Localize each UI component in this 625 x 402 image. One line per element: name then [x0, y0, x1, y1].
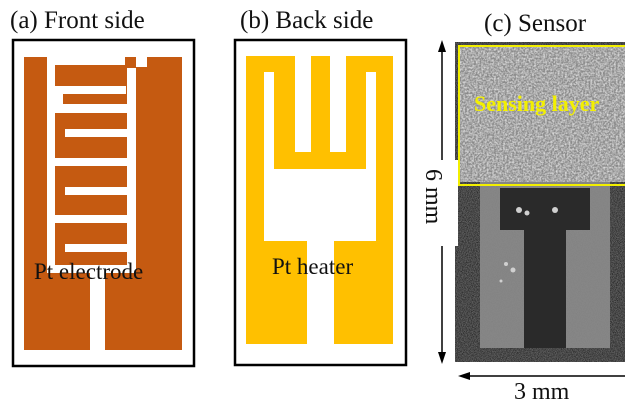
height-dimension-label: 6 mm: [420, 169, 446, 225]
panel-front-side: (a) Front side Pt electrode: [10, 7, 196, 368]
sensor-photo: [455, 42, 625, 362]
panel-back-title: (b) Back side: [240, 7, 373, 34]
height-dimension: 6 mm: [420, 40, 458, 364]
pt-heater-label: Pt heater: [272, 254, 353, 279]
sensing-layer-label: Sensing layer: [474, 91, 600, 116]
pt-electrode-label: Pt electrode: [34, 259, 143, 284]
sensor-particles: [499, 207, 558, 283]
width-dimension: 3 mm: [458, 372, 625, 402]
sensing-layer-texture: [459, 46, 625, 182]
width-dimension-label: 3 mm: [514, 379, 570, 402]
pt-electrode: [24, 57, 182, 350]
sensor-pad-gap: [500, 188, 590, 230]
sensor-pad-gap-lower: [524, 230, 566, 348]
panel-front-title: (a) Front side: [10, 7, 145, 34]
panel-sensor-title: (c) Sensor: [484, 10, 587, 37]
panel-back-side: (b) Back side Pt heater: [233, 7, 408, 367]
panel-sensor: (c) Sensor Sensing la: [420, 10, 625, 402]
sensing-layer-highlight: [458, 45, 625, 186]
pt-heater: [246, 56, 393, 344]
